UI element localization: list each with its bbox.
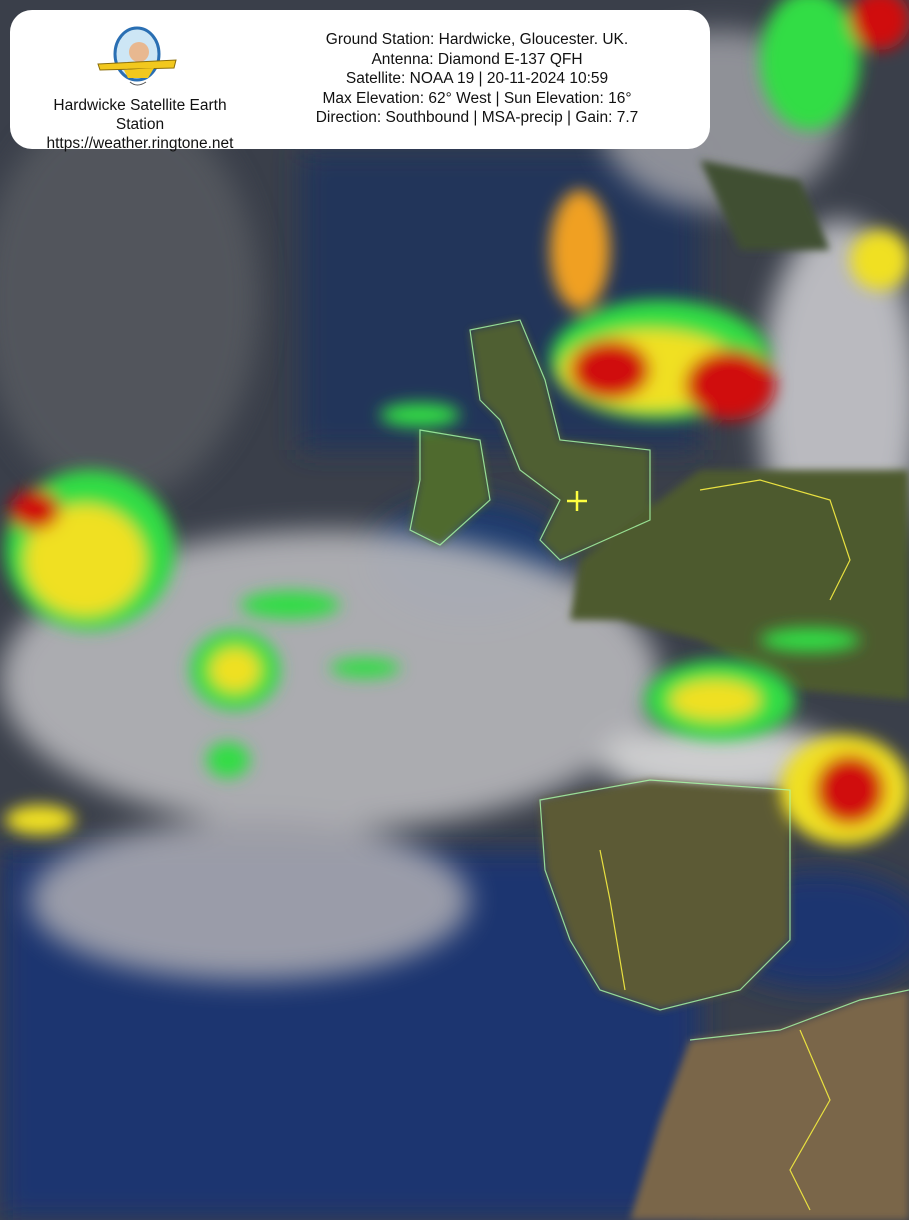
station-name: Hardwicke Satellite Earth Station <box>53 97 227 133</box>
coastlines <box>409 319 909 1041</box>
station-info: Hardwicke Satellite Earth Station https:… <box>30 96 250 153</box>
antenna: Antenna: Diamond E-137 QFH <box>371 50 583 68</box>
plus-icon <box>567 491 587 511</box>
pass-info: Ground Station: Hardwicke, Gloucester. U… <box>272 30 682 128</box>
ground-station: Ground Station: Hardwicke, Gloucester. U… <box>325 31 629 48</box>
precipitation <box>5 0 909 845</box>
satellite: Satellite: NOAA 19 | 20-11-2024 10:59 <box>345 70 609 87</box>
info-panel: Hardwicke Satellite Earth Station https:… <box>10 10 710 152</box>
logo <box>97 26 177 86</box>
direction: Direction: Southbound | MSA-precip | Gai… <box>315 109 639 126</box>
elevation: Max Elevation: 62° West | Sun Elevation:… <box>322 89 632 107</box>
clouds <box>0 30 909 980</box>
borders <box>599 479 851 1211</box>
website-link[interactable]: https://weather.ringtone.net <box>46 135 234 152</box>
